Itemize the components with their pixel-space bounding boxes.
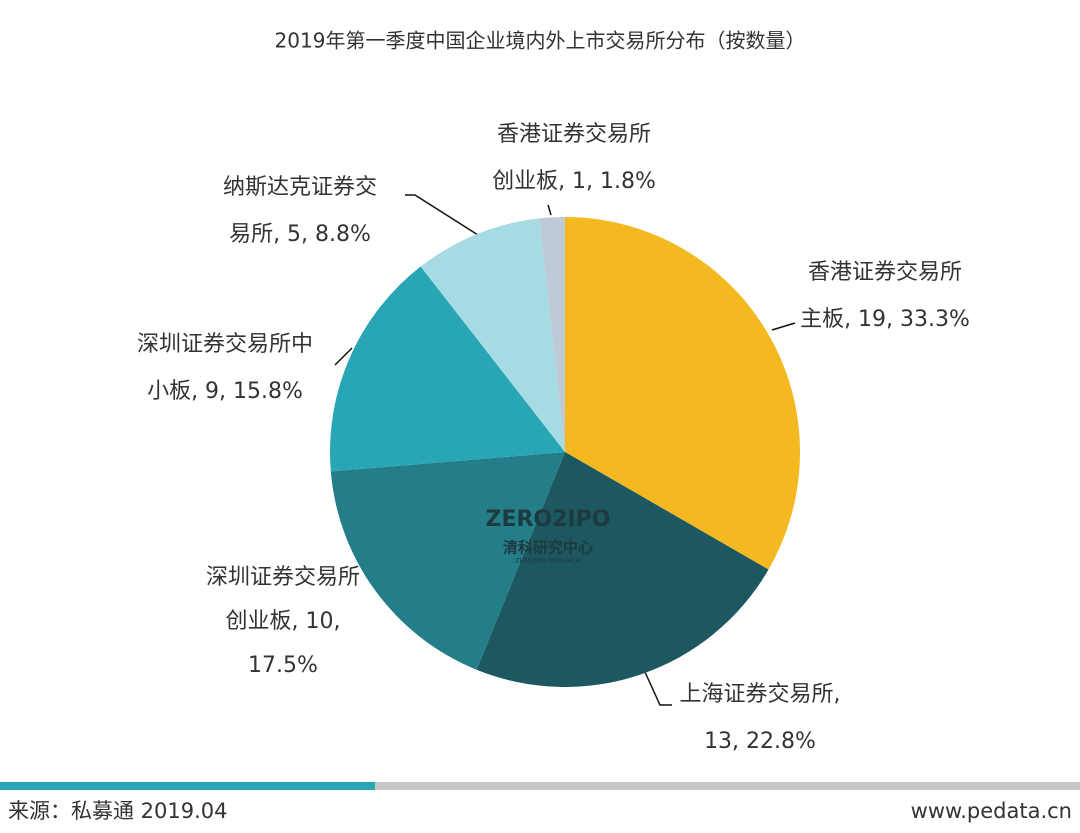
slice-label: 香港证券交易所 <box>497 122 651 147</box>
chart-title: 2019年第一季度中国企业境内外上市交易所分布（按数量） <box>275 29 806 53</box>
slice-label: 香港证券交易所 <box>808 260 962 285</box>
footer-bar <box>375 782 1080 790</box>
slice-label: 纳斯达克证券交 <box>223 175 377 200</box>
slice-label: 易所, 5, 8.8% <box>229 222 371 247</box>
slice-label: 创业板, 10, <box>226 609 341 634</box>
watermark-brand: ZERO2IPO <box>486 507 611 532</box>
slice <box>330 266 565 472</box>
watermark-sub: ZEROZIPO RESEARCH <box>515 558 580 565</box>
slice <box>539 217 565 452</box>
pie <box>330 217 800 688</box>
slice-label: 创业板, 1, 1.8% <box>492 169 656 194</box>
slice-label: 小板, 9, 15.8% <box>147 379 303 404</box>
footer-bar <box>0 782 375 790</box>
slice-label: 主板, 19, 33.3% <box>800 307 970 332</box>
slice-label: 上海证券交易所, <box>680 682 841 707</box>
site: www.pedata.cn <box>911 799 1072 823</box>
slice <box>420 218 565 452</box>
slice <box>565 217 800 570</box>
leader-lines <box>334 194 796 706</box>
slice-label: 深圳证券交易所中 <box>137 332 313 357</box>
slice-label: 深圳证券交易所 <box>206 565 360 590</box>
source: 来源：私募通 2019.04 <box>8 799 228 823</box>
slice <box>330 452 565 670</box>
slice-label: 13, 22.8% <box>704 729 816 754</box>
slice-label: 17.5% <box>248 653 318 678</box>
slice <box>476 452 769 688</box>
watermark-name: 清科研究中心 <box>503 539 593 557</box>
